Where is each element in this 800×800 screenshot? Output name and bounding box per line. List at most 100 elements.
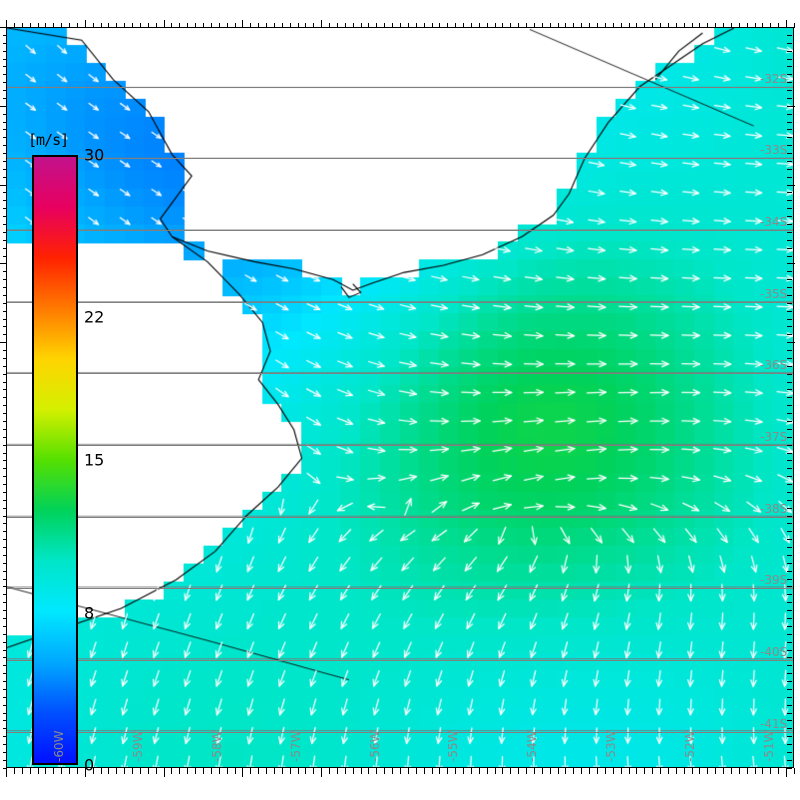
ruler-tick [558,768,559,774]
gridline-lat-32S [7,87,793,88]
ruler-tick [156,768,157,774]
ruler-tick [787,768,792,769]
ruler-tick [692,768,693,774]
ruler-tick [534,768,535,774]
ruler-tick [699,768,700,774]
ruler-tick [140,768,141,774]
lat-label--37S: -37S [760,430,788,445]
ruler-tick [345,768,346,774]
ruler-tick [164,768,165,777]
ruler-tick [739,768,740,774]
ruler-tick [211,768,212,774]
ruler-tick [762,768,763,774]
ruler-tick [707,768,708,774]
ruler-tick [6,768,7,777]
ruler-tick [321,768,322,777]
ruler-tick [487,768,488,774]
ruler-tick [3,768,7,769]
ruler-tick [502,768,503,774]
ruler-tick [305,768,306,774]
lat-label--38S: -38S [760,501,788,516]
gridline-lat-36S [7,373,793,374]
ruler-tick [621,768,622,774]
wind-field-canvas [7,28,793,767]
ruler-tick [282,768,283,774]
lat-label--36S: -36S [760,358,788,373]
colorbar-tick-0: 0 [84,755,95,775]
ruler-tick [636,768,637,774]
ruler-tick [526,768,527,774]
lat-label--35S: -35S [760,286,788,301]
ruler-tick [361,768,362,774]
ruler-tick [337,768,338,774]
lat-label--34S: -34S [760,215,788,230]
lat-label--41S: -41S [760,716,788,731]
ruler-tick [250,768,251,774]
ruler-tick [629,768,630,774]
lon-label--54W: -54W [525,730,540,762]
ruler-tick [652,768,653,774]
ruler-tick [124,768,125,774]
ruler-tick [668,768,669,774]
ruler-tick [195,768,196,774]
ruler-tick [613,768,614,774]
ruler-tick [290,768,291,774]
gridline-lat-37S [7,445,793,446]
lon-label--52W: -52W [682,730,697,762]
lat-label--39S: -39S [760,573,788,588]
ruler-tick [416,768,417,774]
ruler-tick [171,768,172,774]
ruler-tick [581,768,582,774]
ruler-tick [392,768,393,774]
ruler-tick [573,768,574,774]
colorbar-tick-22: 22 [84,307,105,327]
gridline-lat-38S [7,517,793,518]
ruler-tick [432,768,433,774]
ruler-tick [53,768,54,774]
ruler-tick [589,768,590,774]
ruler-tick [376,768,377,774]
map-plot-area [6,27,794,768]
lon-label--58W: -58W [209,730,224,762]
ruler-tick [384,768,385,774]
ruler-tick [258,768,259,774]
ruler-tick [14,768,15,774]
gridline-lat-41S [7,732,793,733]
ruler-tick [132,768,133,774]
ruler-tick [148,768,149,774]
ruler-tick [747,768,748,774]
ruler-tick [597,768,598,774]
ruler-tick [235,768,236,774]
lon-label--57W: -57W [288,730,303,762]
ruler-tick [550,768,551,774]
ruler-tick [565,768,566,774]
ruler-tick [495,768,496,774]
ruler-tick [368,768,369,774]
ruler-tick [203,768,204,774]
ruler-tick [755,768,756,774]
ruler-tick [61,768,62,774]
ruler-tick [715,768,716,774]
ruler-tick [353,768,354,774]
ruler-tick [22,768,23,774]
ruler-tick [242,768,243,777]
lon-label--51W: -51W [761,730,776,762]
lon-label--53W: -53W [603,730,618,762]
ruler-tick [723,768,724,774]
ruler-tick [731,768,732,774]
ruler-tick [676,768,677,774]
ruler-tick [116,768,117,774]
ruler-tick [684,768,685,774]
ruler-tick [187,768,188,774]
ruler-tick [408,768,409,774]
lat-label--33S: -33S [760,143,788,158]
ruler-tick [313,768,314,774]
ruler-tick [463,768,464,774]
lon-label--60W: -60W [52,730,67,762]
ruler-tick [479,768,480,774]
ruler-tick [227,768,228,774]
colorbar-tick-15: 15 [84,450,105,470]
ruler-tick [69,768,70,774]
ruler-tick [400,768,401,774]
gridline-lat-33S [7,158,793,159]
